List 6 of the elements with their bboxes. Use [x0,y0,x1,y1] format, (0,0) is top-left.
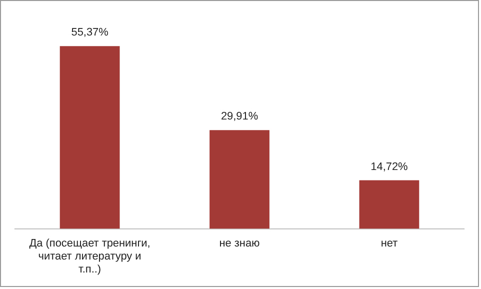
x-tick-label: не знаю [219,237,260,250]
x-tick-label: Да (посещает тренинги, читает литературу и т.п..) [29,237,150,276]
data-label: 55,37% [71,26,109,39]
data-label: 14,72% [370,160,408,173]
x-tick-label: нет [380,237,398,250]
data-label: 29,91% [220,110,258,123]
